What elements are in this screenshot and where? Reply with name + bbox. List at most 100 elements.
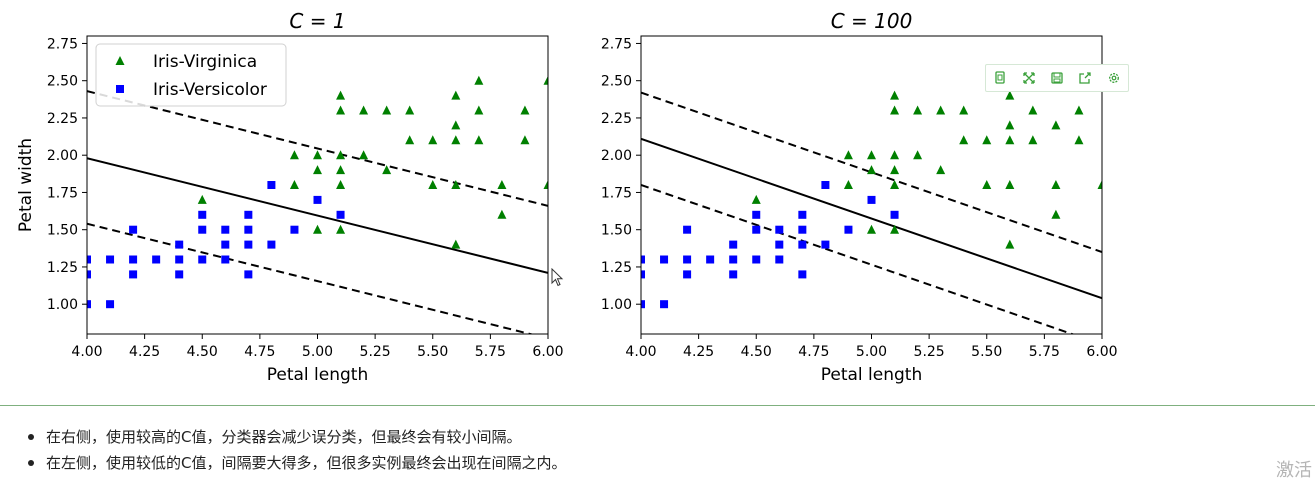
virginica-point: [543, 180, 548, 189]
virginica-point: [890, 180, 900, 189]
x-tick-label: 5.75: [1029, 344, 1060, 360]
notes-list: 在右侧，使用较高的C值，分类器会减少误分类，但最终会有较小间隔。 在左侧，使用较…: [24, 424, 566, 476]
virginica-point: [1028, 135, 1038, 145]
virginica-point: [890, 90, 900, 100]
virginica-point: [1005, 120, 1015, 130]
bullet-dot: [28, 460, 34, 466]
decision-boundary: [87, 157, 548, 274]
mouse-cursor-icon: [551, 268, 564, 287]
x-tick-label: 5.50: [971, 344, 1002, 360]
x-axis-label: Petal length: [267, 365, 369, 385]
x-tick-label: 5.00: [856, 344, 887, 360]
virginica-point: [359, 150, 369, 160]
virginica-point: [520, 135, 530, 145]
virginica-point: [1051, 180, 1061, 189]
virginica-point: [843, 150, 853, 160]
virginica-point: [382, 105, 392, 115]
virginica-point: [474, 105, 484, 115]
plot-area: [87, 75, 548, 334]
versicolor-point: [175, 240, 184, 249]
versicolor-point: [129, 255, 138, 264]
virginica-point: [913, 150, 923, 160]
versicolor-point: [683, 255, 692, 264]
versicolor-point: [198, 210, 207, 219]
y-tick-label: 2.25: [47, 111, 78, 127]
versicolor-point: [660, 300, 669, 309]
virginica-point: [382, 165, 392, 175]
chart-panel-1: 4.00 4.25 4.50 4.75 5.00 5.25 5.50 5.75 6.00 1.00…: [16, 9, 564, 385]
versicolor-point: [775, 240, 784, 249]
virginica-point: [890, 224, 900, 234]
versicolor-point: [641, 300, 645, 309]
versicolor-point: [798, 270, 807, 279]
versicolor-point: [267, 181, 276, 189]
virginica-point: [359, 105, 369, 115]
y-tick-label: 2.50: [47, 74, 78, 90]
x-tick-label: 4.50: [741, 344, 772, 360]
x-tick-label: 6.00: [532, 344, 563, 360]
decision-boundary: [641, 137, 1102, 300]
versicolor-point: [87, 255, 91, 264]
legend-label: Iris-Virginica: [153, 52, 257, 72]
save-icon[interactable]: [1047, 68, 1067, 88]
y-tick-label: 1.50: [47, 223, 78, 239]
plot-area: [641, 90, 1102, 334]
y-tick-label: 1.75: [47, 185, 78, 201]
note-text-left: 在左侧，使用较低的C值，间隔要大得多，但很多实例最终会出现在间隔之内。: [46, 454, 567, 472]
virginica-point: [913, 105, 923, 115]
virginica-point: [1005, 135, 1015, 145]
versicolor-point: [244, 210, 253, 219]
virginica-point: [289, 150, 299, 160]
versicolor-point: [221, 255, 230, 264]
x-axis-label: Petal length: [821, 365, 923, 385]
virginica-point: [428, 135, 438, 145]
versicolor-point: [221, 225, 230, 234]
versicolor-point: [106, 300, 115, 309]
legend-box: [95, 43, 287, 107]
legend-marker-virginica: [115, 56, 125, 65]
svm-figure: 4.00 4.25 4.50 4.75 5.00 5.25 5.50 5.75 6.00 1.00…: [16, 9, 1118, 385]
versicolor-point: [336, 210, 345, 219]
virginica-point: [497, 209, 507, 219]
versicolor-point: [775, 225, 784, 234]
x-tick-label: 4.25: [683, 344, 714, 360]
y-tick-label: 2.50: [601, 74, 632, 90]
versicolor-point: [890, 210, 899, 219]
settings-icon[interactable]: [1104, 68, 1124, 88]
virginica-point: [1051, 120, 1061, 130]
fullscreen-icon[interactable]: [1019, 68, 1039, 88]
virginica-point: [1051, 209, 1061, 219]
versicolor-point: [752, 255, 761, 264]
virginica-point: [890, 165, 900, 175]
y-tick-label: 1.75: [601, 185, 632, 201]
legend-label: Iris-Versicolor: [153, 80, 267, 100]
copy-icon[interactable]: [990, 68, 1010, 88]
versicolor-point: [198, 225, 207, 234]
versicolor-point: [198, 255, 207, 264]
virginica-point: [313, 224, 322, 234]
versicolor-point: [129, 270, 138, 279]
virginica-point: [428, 180, 438, 189]
x-tick-label: 4.00: [71, 344, 102, 360]
versicolor-point: [641, 255, 645, 264]
activation-watermark: 激活: [1276, 460, 1312, 481]
versicolor-point: [244, 240, 253, 249]
versicolor-point: [660, 255, 669, 264]
y-tick-label: 2.75: [47, 36, 78, 52]
versicolor-point: [821, 240, 830, 249]
virginica-point: [405, 105, 415, 115]
plot-frame: [640, 35, 1103, 335]
share-icon[interactable]: [1075, 68, 1095, 88]
virginica-point: [313, 150, 322, 160]
margin-line: [641, 184, 1075, 334]
margin-line: [87, 222, 535, 334]
versicolor-point: [683, 270, 692, 279]
versicolor-point: [641, 270, 645, 279]
versicolor-point: [290, 225, 299, 234]
virginica-point: [1028, 105, 1038, 115]
versicolor-point: [844, 225, 853, 234]
versicolor-point: [798, 225, 807, 234]
x-tick-label: 5.50: [417, 344, 448, 360]
y-tick-label: 1.00: [47, 297, 78, 313]
y-tick-label: 2.00: [47, 148, 78, 164]
